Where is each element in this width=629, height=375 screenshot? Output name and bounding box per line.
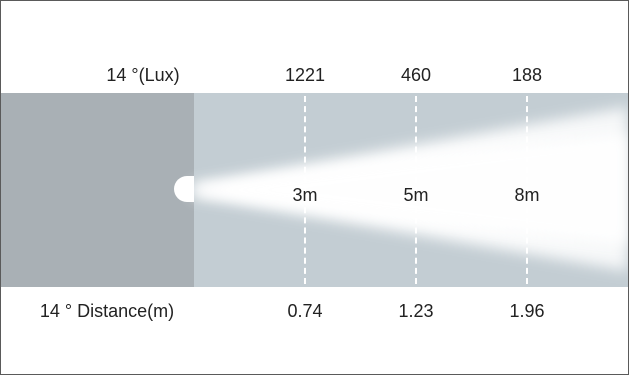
fixture-area [1, 93, 194, 287]
diameter-value-5m: 1.23 [398, 301, 434, 321]
light-source-icon [174, 176, 194, 202]
lux-value-5m: 460 [400, 65, 432, 85]
diameter-value-8m: 1.96 [509, 301, 545, 321]
beam-band: 3m 5m 8m [1, 93, 628, 287]
lux-value-8m: 188 [511, 65, 543, 85]
distance-marker-3m [304, 96, 306, 284]
distance-row-title: 14 ° Distance(m) [39, 301, 175, 321]
distance-label-5m: 5m [403, 185, 429, 205]
distance-marker-5m [415, 96, 417, 284]
distance-label-8m: 8m [514, 185, 540, 205]
lux-row-title: 14 °(Lux) [106, 65, 180, 85]
distance-label-3m: 3m [292, 185, 318, 205]
diameter-value-3m: 0.74 [287, 301, 323, 321]
lux-value-3m: 1221 [284, 65, 326, 85]
light-beam [174, 107, 628, 271]
distance-marker-8m [526, 96, 528, 284]
